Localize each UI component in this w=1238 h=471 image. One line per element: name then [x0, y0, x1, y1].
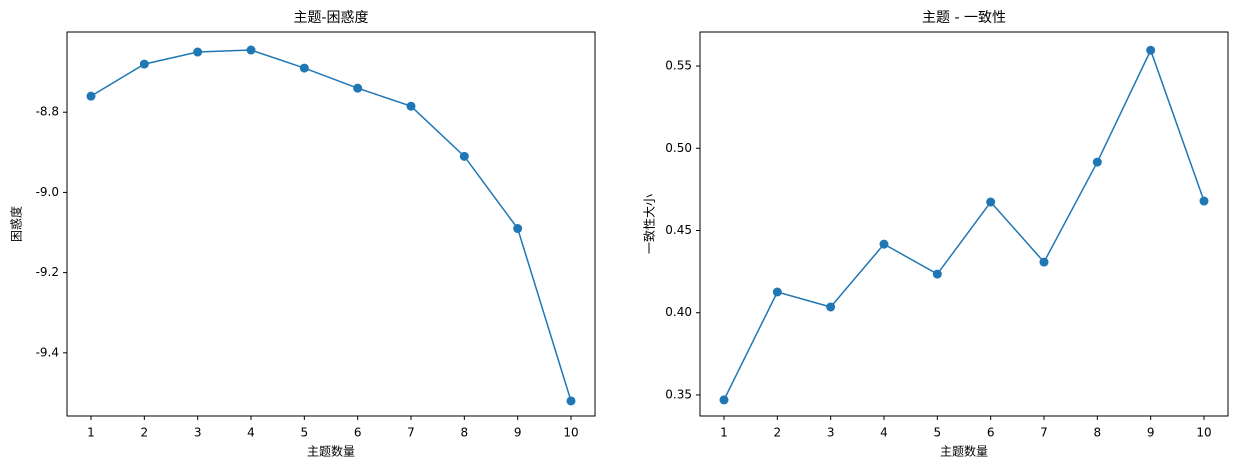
y-tick-label: -9.4 — [36, 345, 59, 359]
point — [566, 396, 576, 406]
x-tick-label: 8 — [1094, 426, 1102, 440]
y-tick-label: -8.8 — [36, 105, 59, 119]
point — [193, 47, 203, 57]
point — [1092, 157, 1102, 167]
y-tick-label: 0.50 — [665, 141, 692, 155]
y-tick-label: 0.35 — [665, 387, 692, 401]
x-tick-label: 4 — [880, 426, 888, 440]
line — [90, 49, 572, 402]
point — [459, 151, 469, 161]
point — [932, 269, 942, 279]
y-tick-label: 0.40 — [665, 305, 692, 319]
x-tick-label: 10 — [1196, 426, 1211, 440]
x-tick-label: 3 — [827, 426, 835, 440]
x-tick-label: 3 — [194, 426, 202, 440]
x-tick-label: 10 — [563, 426, 578, 440]
y-tick-label: 0.45 — [665, 223, 692, 237]
x-tick-label: 8 — [461, 426, 469, 440]
point — [299, 63, 309, 73]
point — [353, 83, 363, 93]
x-tick-label: 2 — [141, 426, 149, 440]
x-tick-label: 1 — [720, 426, 728, 440]
y-tick-label: 0.55 — [665, 59, 692, 73]
x-tick-label: 7 — [1040, 426, 1048, 440]
x-tick-label: 9 — [1147, 426, 1155, 440]
point — [879, 239, 889, 249]
point — [826, 302, 836, 312]
x-tick-label: 7 — [407, 426, 415, 440]
plot-frame — [66, 31, 596, 417]
point — [139, 59, 149, 69]
point — [1039, 257, 1049, 267]
x-tick-label: 2 — [774, 426, 782, 440]
plot-frame — [699, 31, 1229, 417]
x-tick-label: 5 — [301, 426, 309, 440]
point — [86, 91, 96, 101]
y-axis-label: 困惑度 — [9, 206, 24, 242]
x-tick-label: 4 — [247, 426, 255, 440]
y-tick-label: -9.2 — [36, 265, 59, 279]
point — [1199, 196, 1209, 206]
chart-title: 主题 - 一致性 — [922, 10, 1006, 26]
x-axis-label: 主题数量 — [940, 444, 988, 459]
x-tick-label: 6 — [987, 426, 995, 440]
line — [723, 48, 1205, 401]
point — [406, 101, 416, 111]
x-tick-label: 1 — [87, 426, 95, 440]
point — [246, 45, 256, 55]
point — [513, 224, 523, 234]
point — [719, 395, 729, 405]
y-tick-label: -9.0 — [36, 185, 59, 199]
y-axis-label: 一致性大小 — [643, 194, 657, 254]
chart-title: 主题-困惑度 — [293, 10, 368, 26]
point — [1146, 45, 1156, 55]
x-tick-label: 9 — [514, 426, 522, 440]
x-tick-label: 6 — [354, 426, 362, 440]
x-tick-label: 5 — [934, 426, 942, 440]
point — [986, 197, 996, 207]
point — [772, 287, 782, 297]
x-axis-label: 主题数量 — [307, 444, 355, 459]
